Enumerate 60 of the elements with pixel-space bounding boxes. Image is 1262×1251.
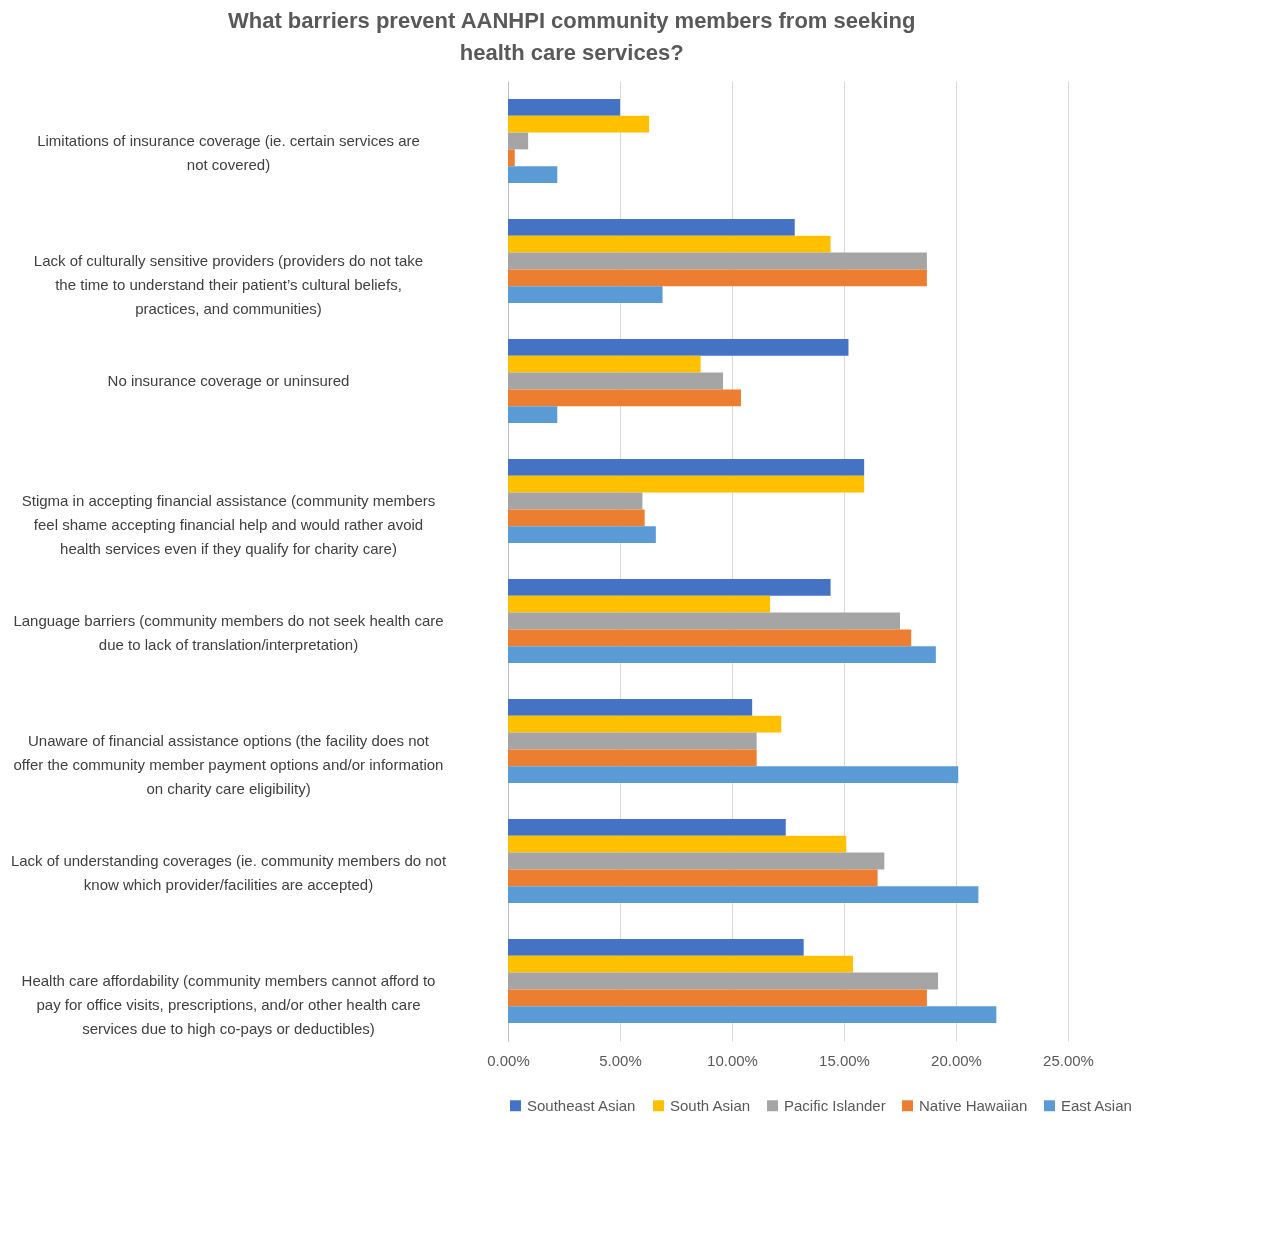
bar [508, 732, 757, 750]
bar [508, 149, 515, 167]
bar [508, 819, 786, 836]
bar [508, 972, 939, 990]
bar [508, 252, 927, 270]
bar [508, 766, 959, 783]
x-tick-label: 15.00% [819, 1051, 870, 1069]
bar [508, 699, 753, 716]
bar [508, 99, 620, 116]
bar [508, 355, 701, 373]
bar [508, 492, 643, 510]
y-tick-label: Health care affordability (community members cannot afford to pay for office visits, prescriptions, and/or other health care services due to high co-pays or deductibles) [21, 972, 436, 1037]
bar [508, 132, 529, 150]
bar [508, 235, 831, 253]
bar [508, 629, 912, 647]
bar [508, 612, 900, 630]
bar [508, 835, 847, 853]
y-tick-label: Stigma in accepting financial assistance (community members feel shame accepting financial help and would rather avoid health services even if they qualify for charity care) [21, 492, 436, 557]
bar [508, 406, 558, 423]
y-tick-label: Lack of understanding coverages (ie. community members do not know which provider/facilities are accepted) [10, 852, 447, 893]
y-tick-label: Limitations of insurance coverage (ie. certain services are not covered) [37, 132, 420, 173]
x-tick-label: 20.00% [931, 1051, 982, 1069]
bar [508, 115, 650, 133]
legend-label: South Asian [670, 1096, 751, 1114]
bar [508, 595, 771, 613]
bar [508, 579, 831, 596]
bar [508, 269, 927, 287]
bar [508, 869, 878, 887]
bar [508, 989, 927, 1007]
y-tick-label: Lack of culturally sensitive providers (providers do not take the time to understand their patient’s cultural beliefs, practices, and communities) [33, 252, 424, 317]
bar [508, 715, 782, 733]
legend-label: Native Hawaiian [919, 1096, 1028, 1114]
bar [508, 852, 885, 870]
bar [508, 475, 865, 493]
bar [508, 1006, 997, 1023]
bar [508, 459, 865, 476]
x-tick-label: 0.00% [487, 1051, 530, 1069]
legend-label: Pacific Islander [784, 1096, 886, 1114]
legend-label: East Asian [1061, 1096, 1132, 1114]
chart-title: What barriers prevent AANHPI community members from seeking health care services? [227, 8, 916, 65]
y-tick-label: Unaware of financial assistance options (the facility does not offer the community member payment options and/or information on charity care eligibility) [13, 732, 444, 797]
bar [508, 339, 849, 356]
bar [508, 509, 645, 527]
x-tick-label: 25.00% [1043, 1051, 1094, 1069]
x-tick-label: 5.00% [599, 1051, 642, 1069]
bar [508, 389, 741, 407]
bar [508, 286, 663, 303]
bar [508, 166, 558, 183]
bar [508, 955, 853, 973]
bar [508, 219, 795, 236]
bar [508, 372, 724, 390]
x-tick-label: 10.00% [707, 1051, 758, 1069]
bar [508, 749, 757, 767]
bar [508, 646, 936, 663]
y-tick-label: No insurance coverage or uninsured [107, 372, 350, 389]
bar [508, 939, 804, 956]
bar [508, 886, 979, 903]
legend-label: Southeast Asian [527, 1096, 636, 1114]
y-tick-label: Language barriers (community members do not seek health care due to lack of translation/interpretation) [13, 612, 444, 653]
bar [508, 526, 656, 543]
